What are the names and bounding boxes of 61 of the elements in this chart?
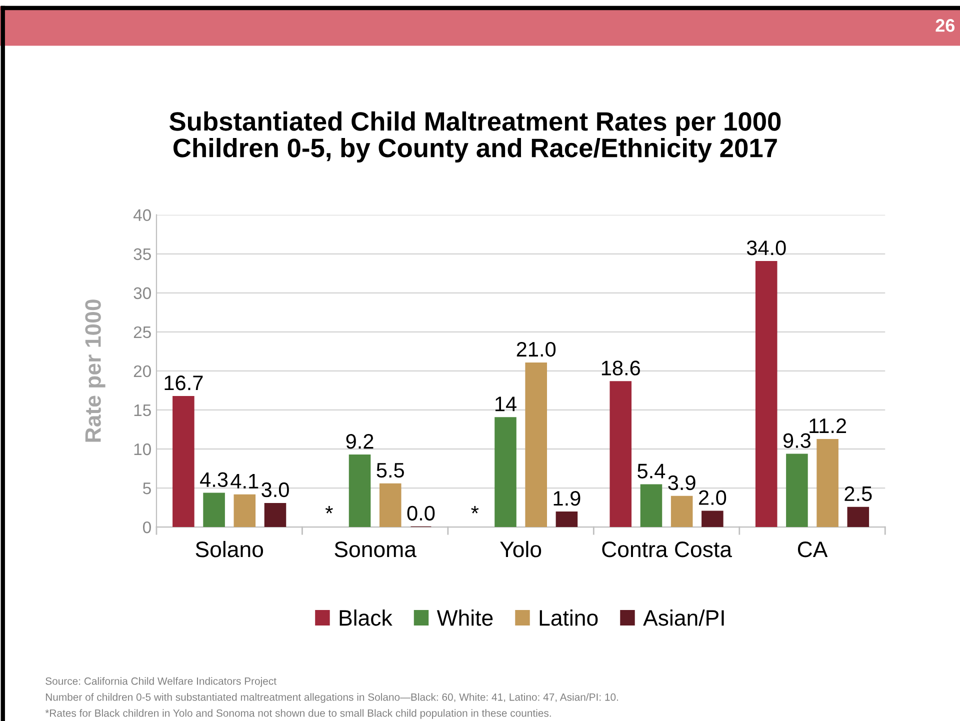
data-label: 2.5 <box>844 486 872 502</box>
text: Number of children 0-5 with substantiated maltreatment allegations in Solano—Black: 60, White: 41, Latino: 47, Asian/PI: 10. <box>46 693 618 703</box>
y-tick-label: 35 <box>134 248 151 260</box>
data-label: 5.4 <box>638 464 666 478</box>
text: *Rates for Black children in Yolo and Sonoma not shown due to small Black child population in these counties. <box>45 709 551 719</box>
y-tick-label: 40 <box>133 209 151 222</box>
bar <box>494 417 516 528</box>
data-label: 14 <box>496 396 516 412</box>
legend-label: Latino <box>540 609 598 626</box>
data-label: 5.5 <box>376 463 404 478</box>
bar <box>755 260 778 528</box>
x-tick-label: Contra Costa <box>602 542 732 558</box>
text: * <box>471 506 479 514</box>
legend-label: Black <box>340 609 392 626</box>
data-label: 1.9 <box>554 491 580 506</box>
data-label: 0.0 <box>407 506 435 521</box>
bar <box>610 381 632 528</box>
bar <box>670 496 693 528</box>
bar <box>172 396 194 528</box>
bar <box>379 483 402 528</box>
bar <box>525 362 547 528</box>
x-tick-label: Solano <box>196 540 264 558</box>
data-label: 34.0 <box>746 240 786 256</box>
bar <box>348 454 371 528</box>
data-label: 9.2 <box>346 434 374 449</box>
legend-label: White <box>436 609 493 626</box>
y-tick-label: 5 <box>143 482 151 494</box>
y-tick-label: 20 <box>134 365 151 378</box>
bar <box>702 510 724 528</box>
data-label: 16.7 <box>164 376 203 390</box>
data-label: 3.0 <box>262 482 289 498</box>
bar <box>640 484 662 528</box>
bar <box>234 494 256 528</box>
y-tick-label: 25 <box>134 326 151 338</box>
y-tick-label: 0 <box>143 521 151 534</box>
data-label: 21.0 <box>516 342 556 357</box>
source-note: Source: California Child Welfare Indicators Project <box>46 677 276 687</box>
data-label: 11.2 <box>810 418 846 433</box>
y-tick-label: 30 <box>134 287 151 300</box>
text: 26 <box>936 19 955 32</box>
bar <box>556 512 578 528</box>
data-label: 4.1 <box>230 474 258 488</box>
data-label: 4.3 <box>200 472 228 488</box>
text: * <box>325 506 333 514</box>
data-label: 18.6 <box>602 360 640 376</box>
x-tick-label: Yolo <box>500 540 542 558</box>
x-tick-label: CA <box>798 542 828 558</box>
bar <box>203 492 225 528</box>
x-tick-label: Sonoma <box>334 542 416 558</box>
legend-label: Asian/PI <box>643 609 724 626</box>
bar <box>816 438 838 528</box>
y-tick-label: 15 <box>134 404 151 416</box>
bar <box>847 506 870 528</box>
data-label: 9.3 <box>783 433 811 448</box>
data-label: 2.0 <box>699 490 726 505</box>
y-axis-title: Rate per 1000 <box>85 300 106 442</box>
bar <box>786 454 808 528</box>
data-label: 3.9 <box>668 475 696 490</box>
y-tick-label: 10 <box>134 443 151 456</box>
bar <box>264 502 286 528</box>
chart-title: Substantiated Child Maltreatment Rates per 1000 Children 0-5, by County and Race/Ethnicity 2017 <box>169 111 781 163</box>
